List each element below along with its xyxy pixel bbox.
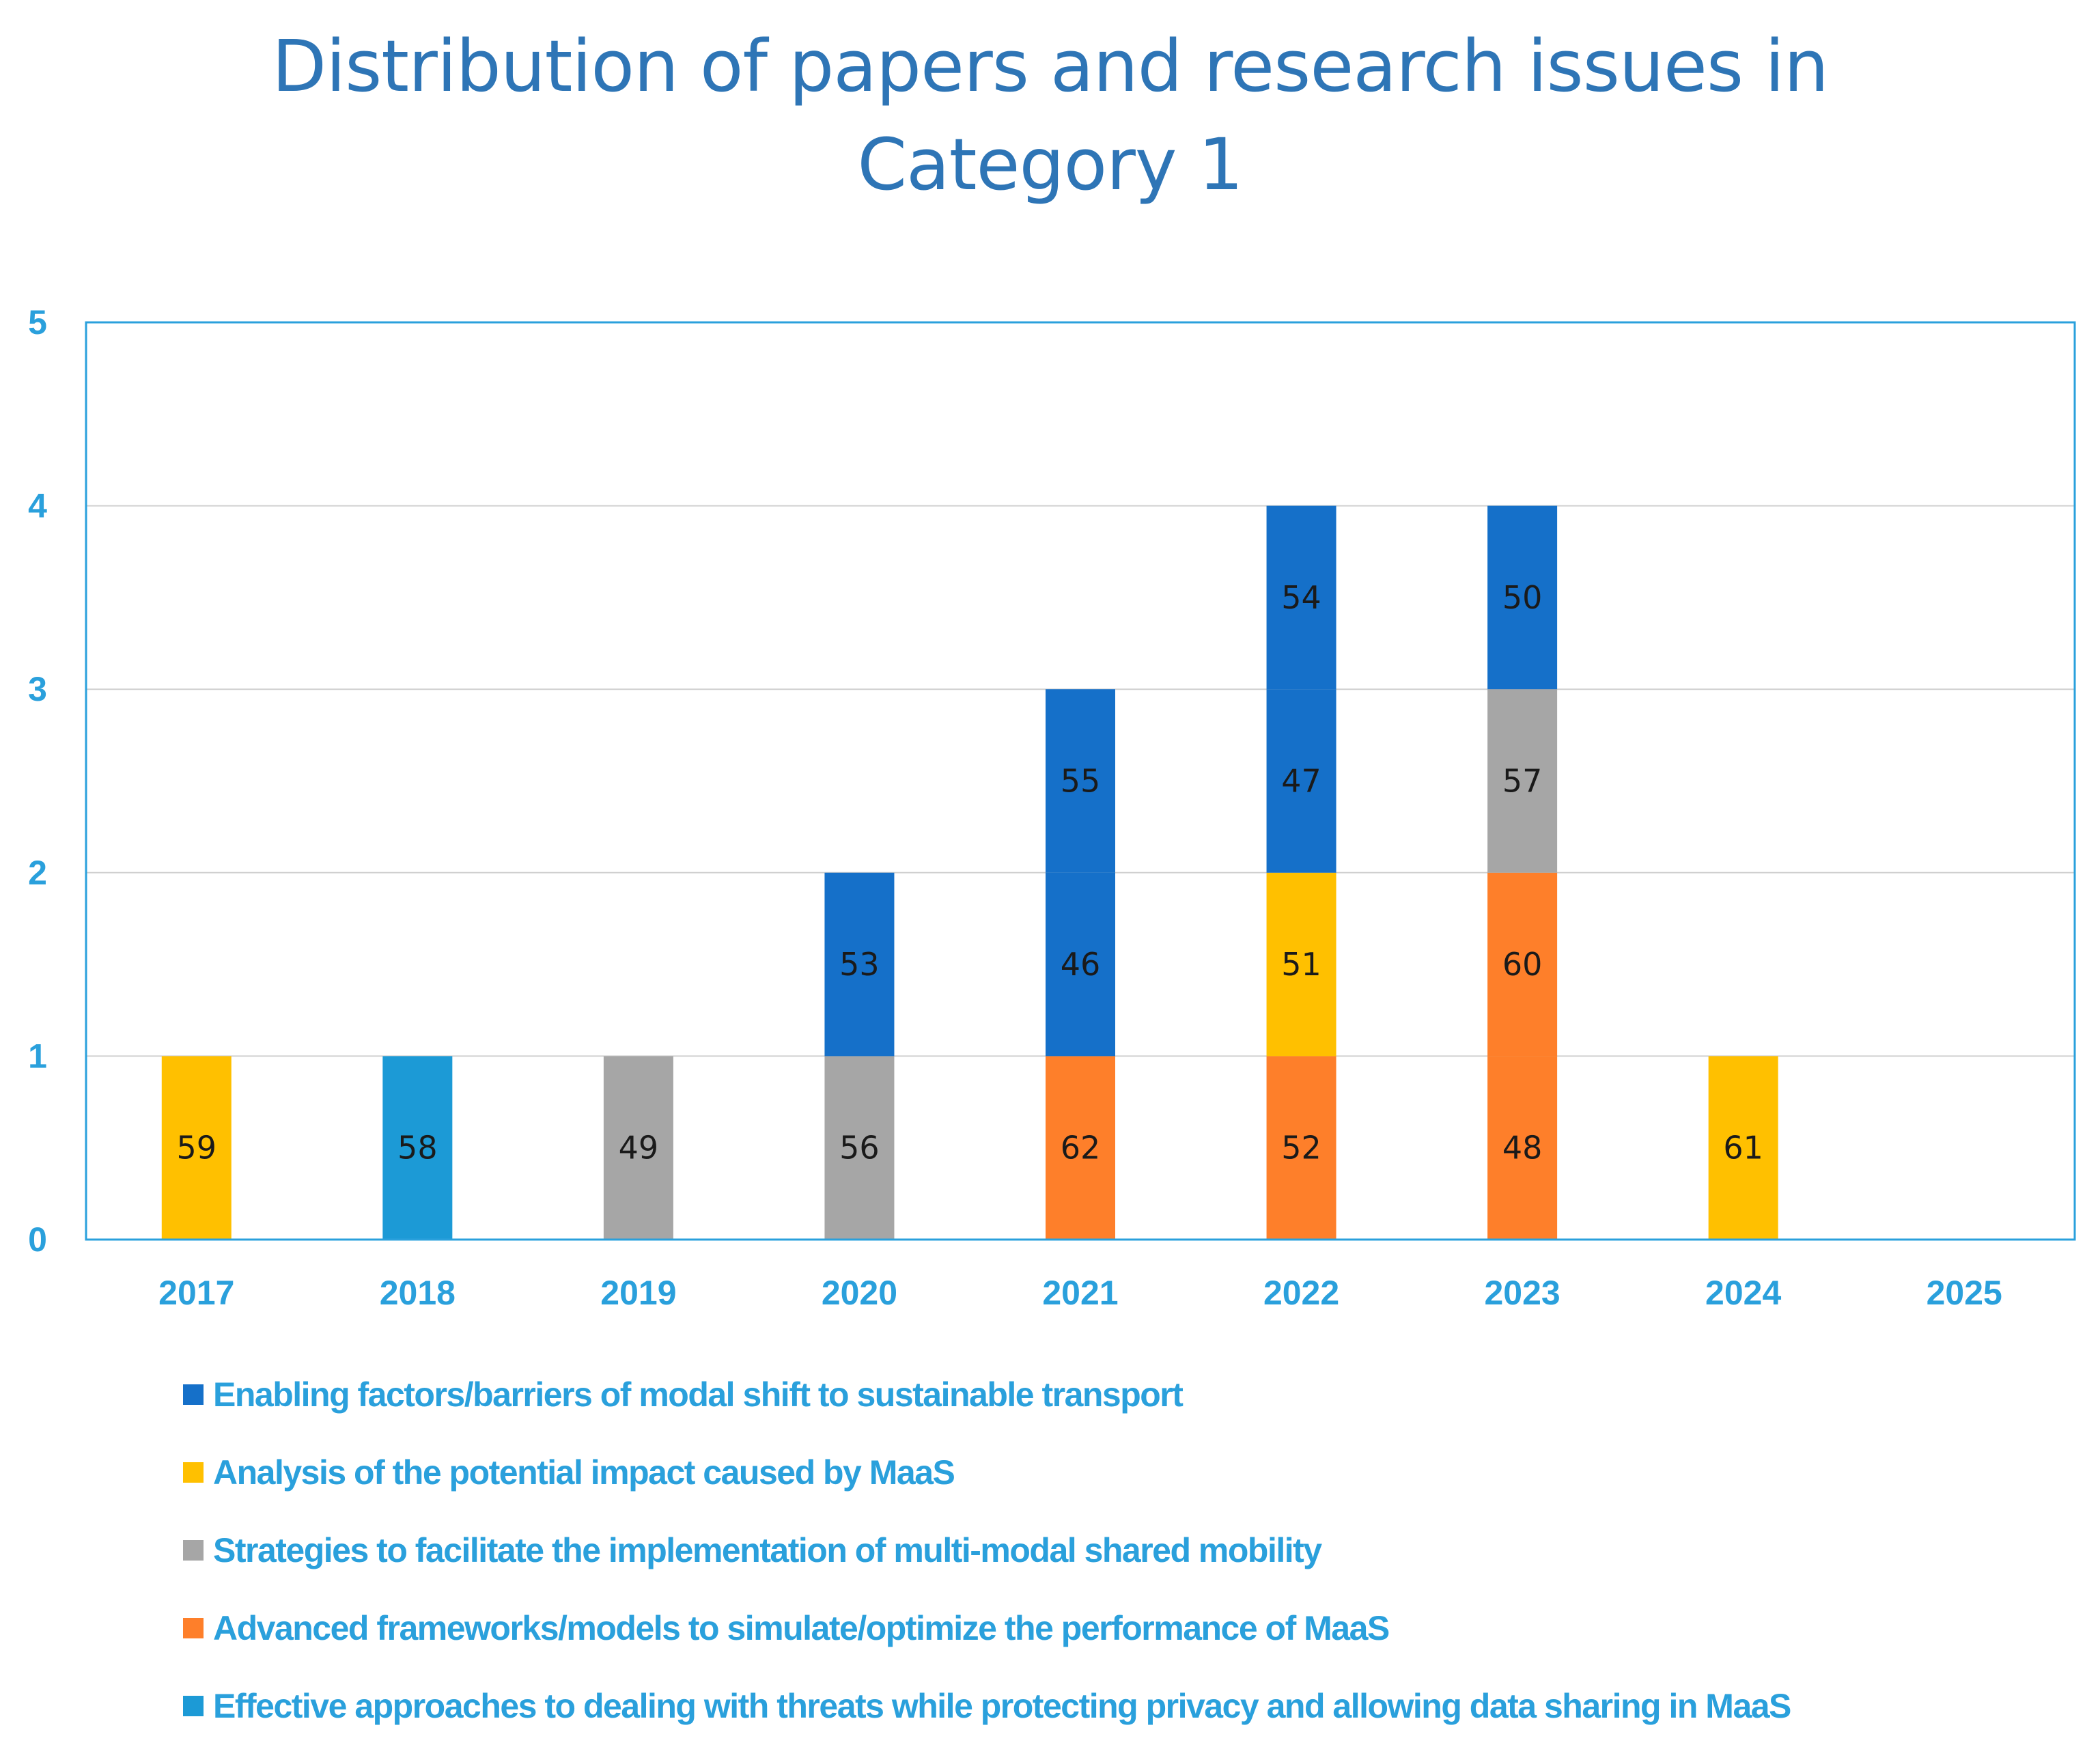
bar-label-2017-1: 59 [177, 1130, 217, 1166]
bar-2024-segment-1 [1708, 1056, 1778, 1240]
x-tick-label-2017: 2017 [158, 1274, 234, 1312]
bar-2021-segment-1 [1046, 1056, 1115, 1240]
bar-2023-segment-4 [1487, 505, 1558, 690]
bars: 59 58 49 56 53 62 46 55 52 51 47 54 48 60 57 50 61 [161, 505, 1778, 1240]
x-tick-label-2020: 2020 [822, 1274, 897, 1312]
bar-2018-segment-1 [382, 1056, 453, 1240]
legend-swatch [183, 1618, 204, 1638]
bar-label-2023-3: 57 [1502, 763, 1543, 800]
bar-label-2022-3: 47 [1281, 763, 1321, 800]
bar-2023-segment-3 [1487, 689, 1558, 873]
bar-label-2018-1: 58 [397, 1130, 438, 1166]
bar-2022-segment-4 [1266, 505, 1336, 690]
legend-swatch [183, 1540, 204, 1561]
bar-2021-segment-3 [1046, 689, 1115, 873]
legend-item-3: Strategies to facilitate the implementat… [183, 1511, 1791, 1589]
bar-2017-segment-1 [161, 1056, 232, 1240]
plot-frame [85, 321, 2076, 1241]
x-tick-label-2024: 2024 [1705, 1274, 1781, 1312]
bar-label-2023-4: 50 [1502, 579, 1543, 616]
bar-2022-segment-1 [1266, 1056, 1336, 1240]
x-tick-label-2018: 2018 [380, 1274, 456, 1312]
y-tick-label-4: 4 [28, 487, 47, 525]
legend-label: Effective approaches to dealing with thr… [213, 1687, 1791, 1725]
bar-2021-segment-2 [1046, 872, 1115, 1057]
bar-label-2020-2: 53 [839, 946, 880, 983]
y-tick-label-3: 3 [28, 670, 47, 708]
legend-label: Advanced frameworks/models to simulate/o… [213, 1609, 1390, 1647]
x-tick-label-2021: 2021 [1042, 1274, 1118, 1312]
legend-item-4: Advanced frameworks/models to simulate/o… [183, 1589, 1791, 1667]
legend-item-1: Enabling factors/barriers of modal shift… [183, 1356, 1791, 1434]
bar-label-2022-1: 52 [1281, 1130, 1321, 1166]
y-tick-label-2: 2 [28, 854, 47, 892]
x-tick-label-2019: 2019 [600, 1274, 676, 1312]
bar-label-2021-2: 46 [1061, 946, 1101, 983]
bar-2022-segment-3 [1266, 689, 1336, 873]
legend-label: Analysis of the potential impact caused … [213, 1453, 955, 1492]
legend-item-5: Effective approaches to dealing with thr… [183, 1667, 1791, 1745]
bar-label-2023-1: 48 [1502, 1130, 1543, 1166]
plot-border [85, 321, 2076, 1241]
bar-2020-segment-1 [824, 1056, 895, 1240]
y-tick-label-0: 0 [28, 1220, 47, 1259]
bar-label-2019-1: 49 [619, 1130, 659, 1166]
legend-label: Enabling factors/barriers of modal shift… [213, 1375, 1184, 1414]
bar-label-2020-1: 56 [839, 1130, 880, 1166]
x-axis-ticks: 2017 2018 2019 2020 2021 2022 2023 2024 2025 [158, 1274, 2002, 1312]
bar-label-2023-2: 60 [1502, 946, 1543, 983]
legend-item-2: Analysis of the potential impact caused … [183, 1434, 1791, 1511]
legend-swatch [183, 1696, 204, 1716]
bar-label-2021-1: 62 [1061, 1130, 1101, 1166]
x-tick-label-2025: 2025 [1927, 1274, 2002, 1312]
x-tick-label-2023: 2023 [1484, 1274, 1560, 1312]
y-tick-label-5: 5 [28, 303, 47, 341]
bar-label-2024-1: 61 [1723, 1130, 1763, 1166]
y-axis-ticks: 0 1 2 3 4 5 [28, 303, 47, 1259]
chart-title-line-2: Category 1 [857, 123, 1243, 206]
bar-2020-segment-2 [824, 872, 895, 1057]
chart-title-line-1: Distribution of papers and research issu… [272, 25, 1829, 108]
x-tick-label-2022: 2022 [1263, 1274, 1339, 1312]
bar-2022-segment-2 [1266, 872, 1336, 1057]
bar-label-2022-4: 54 [1281, 579, 1321, 616]
bar-2019-segment-1 [603, 1056, 673, 1240]
bar-2023-segment-2 [1487, 872, 1558, 1057]
bar-label-2021-3: 55 [1061, 763, 1101, 800]
y-tick-label-1: 1 [28, 1037, 47, 1075]
legend-swatch [183, 1384, 204, 1405]
bar-label-2022-2: 51 [1281, 946, 1321, 983]
bar-2023-segment-1 [1487, 1056, 1558, 1240]
legend-swatch [183, 1462, 204, 1483]
legend-label: Strategies to facilitate the implementat… [213, 1531, 1322, 1569]
legend: Enabling factors/barriers of modal shift… [183, 1356, 1791, 1745]
